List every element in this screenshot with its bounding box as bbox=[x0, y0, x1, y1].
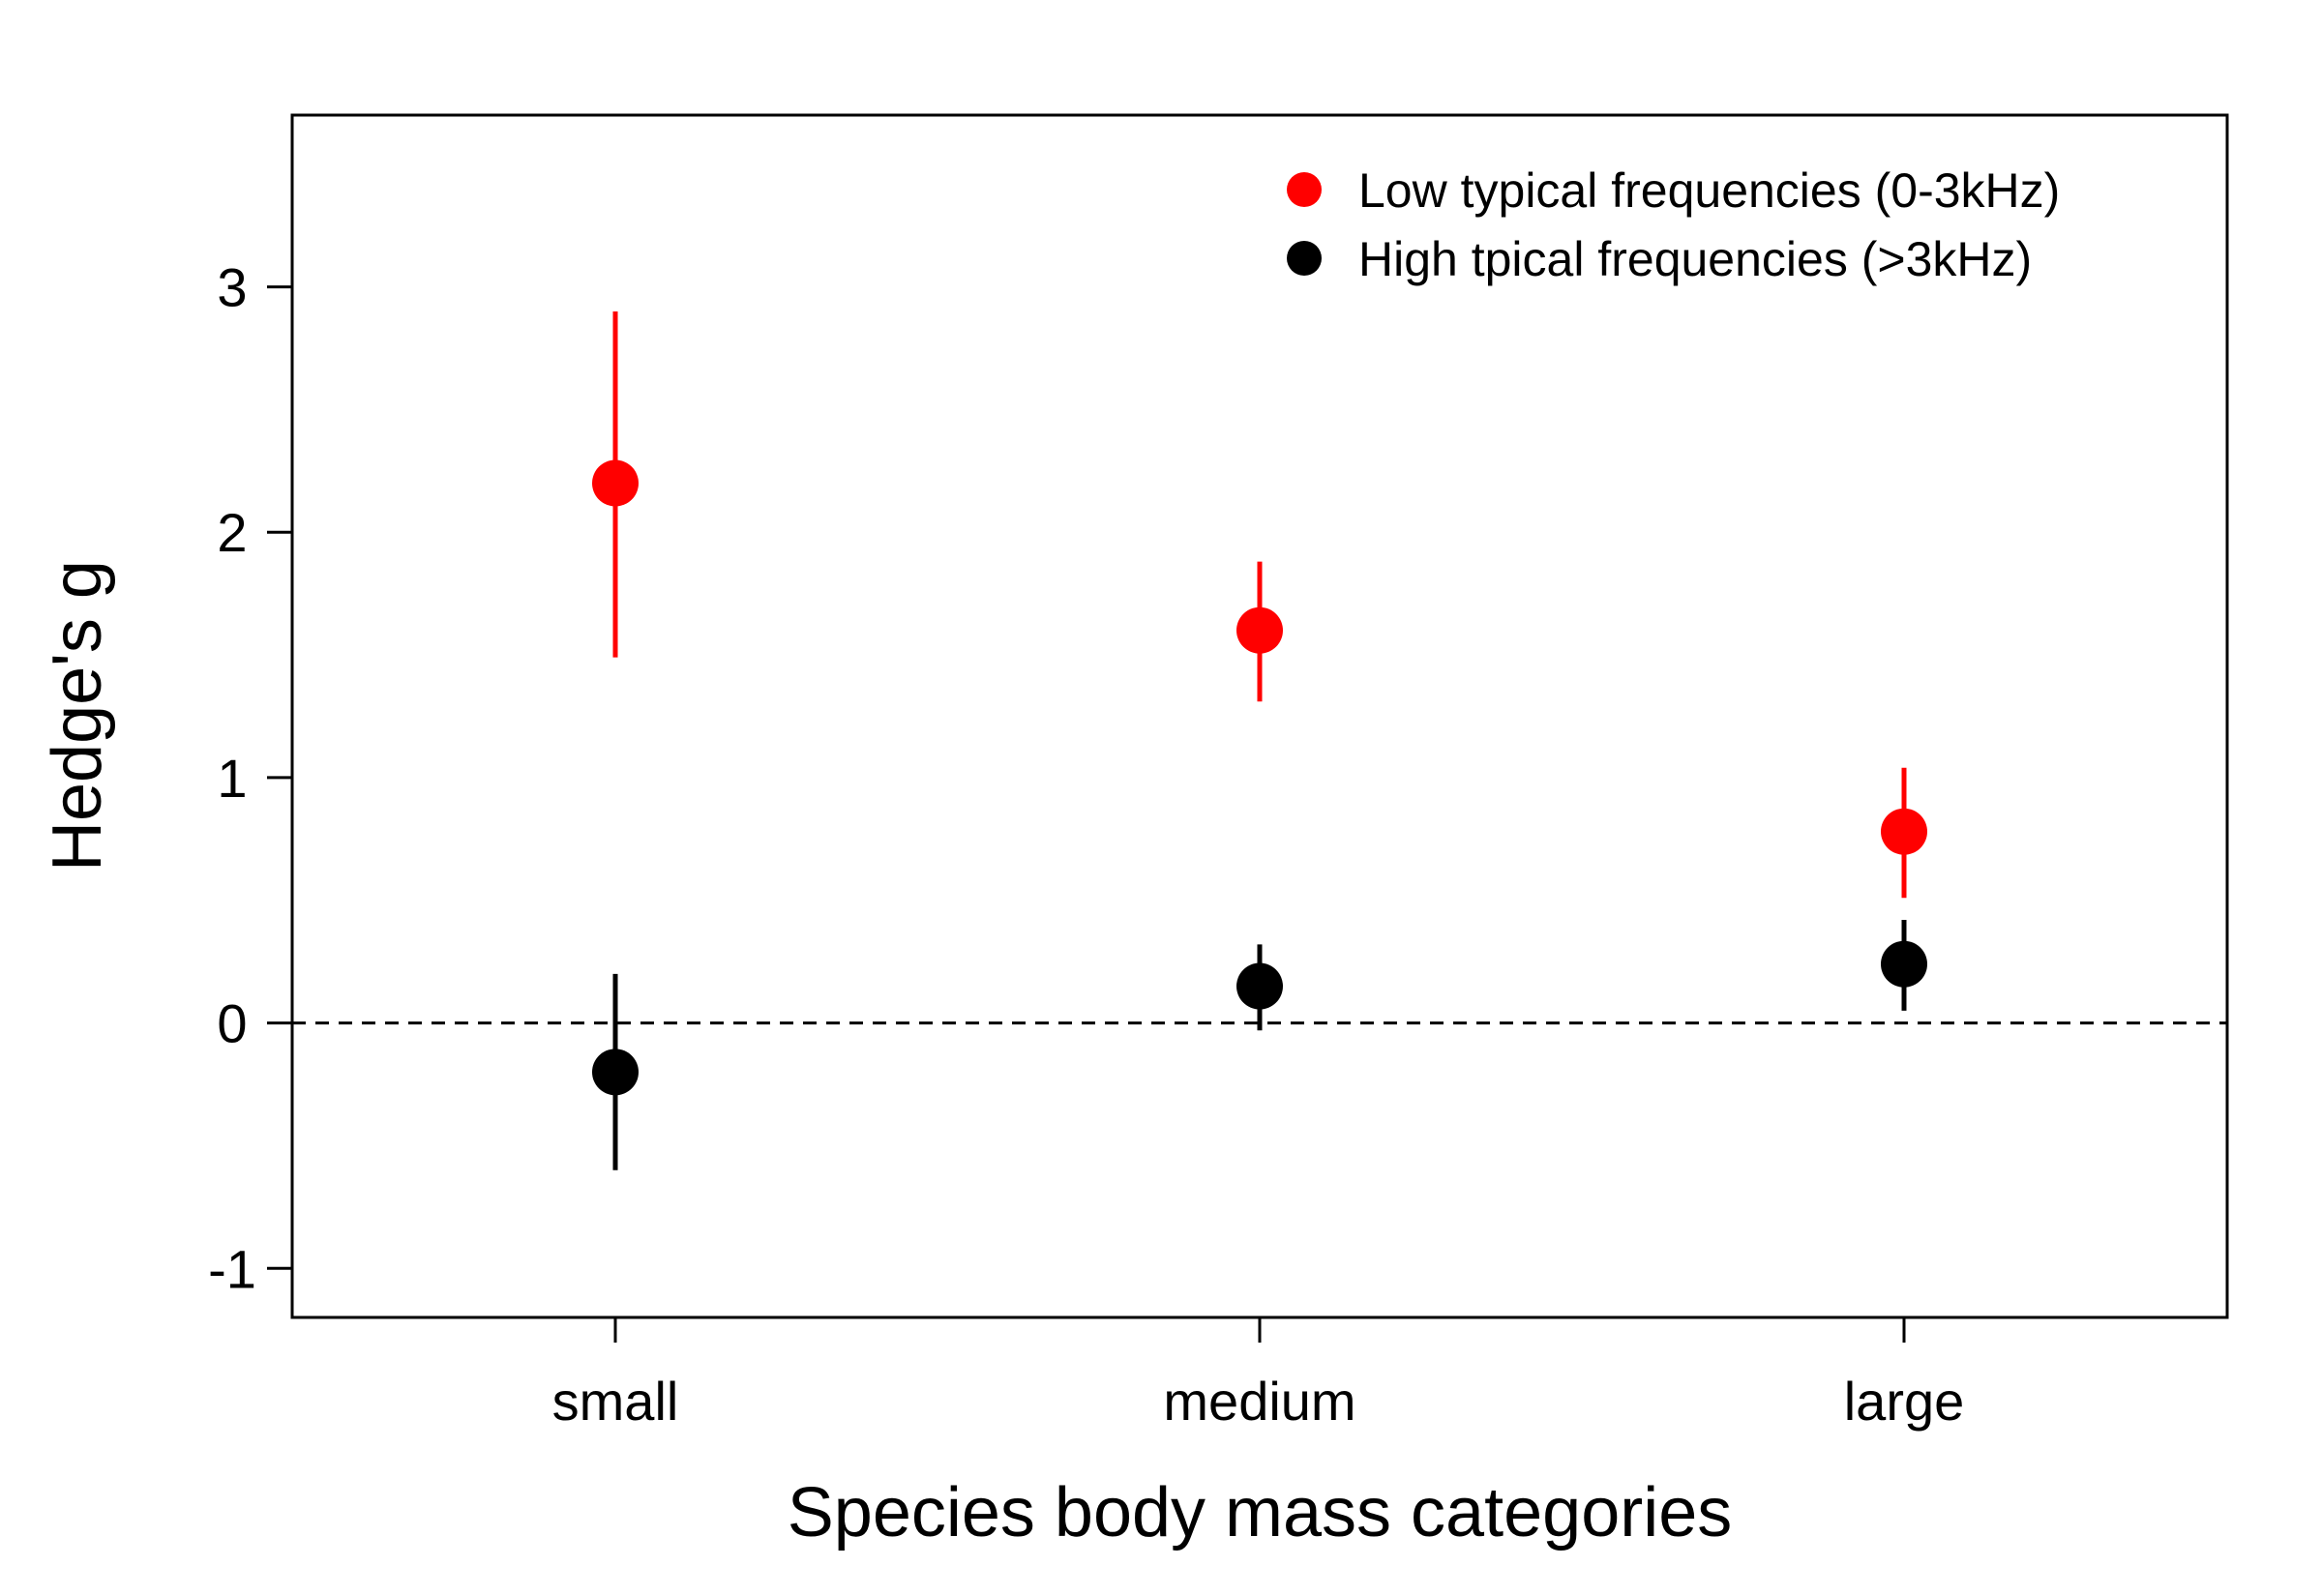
series-2 bbox=[592, 920, 1927, 1170]
legend-marker bbox=[1287, 241, 1322, 276]
y-axis: -1 0 1 2 3 bbox=[208, 257, 292, 1299]
data-point bbox=[1881, 808, 1927, 855]
legend-label: High tpical frequencies (>3kHz) bbox=[1358, 232, 2032, 286]
x-axis: small medium large bbox=[552, 1317, 1965, 1432]
legend-marker bbox=[1287, 172, 1322, 207]
y-axis-title: Hedge's g bbox=[39, 560, 116, 872]
x-tick-label: medium bbox=[1163, 1371, 1355, 1432]
x-tick-label: small bbox=[552, 1371, 679, 1432]
data-point bbox=[592, 1049, 639, 1096]
y-tick-label: 2 bbox=[217, 502, 247, 563]
data-point bbox=[1881, 940, 1927, 988]
y-tick-label: -1 bbox=[208, 1238, 256, 1299]
data-point bbox=[1236, 606, 1283, 654]
series-layer bbox=[592, 310, 1927, 1170]
y-tick-label: 0 bbox=[217, 993, 247, 1054]
plot-frame bbox=[290, 113, 2229, 1319]
y-tick-label: 1 bbox=[217, 748, 247, 809]
legend-label: Low typical frequencies (0-3kHz) bbox=[1358, 163, 2060, 218]
legend: Low typical frequencies (0-3kHz) High tpi… bbox=[1287, 163, 2060, 286]
data-point bbox=[1236, 962, 1283, 1010]
y-tick-label: 3 bbox=[217, 257, 247, 318]
data-point bbox=[592, 459, 639, 507]
x-axis-title: Species body mass categories bbox=[788, 1474, 1733, 1552]
series-1 bbox=[592, 310, 1927, 899]
x-tick-label: large bbox=[1844, 1371, 1965, 1432]
